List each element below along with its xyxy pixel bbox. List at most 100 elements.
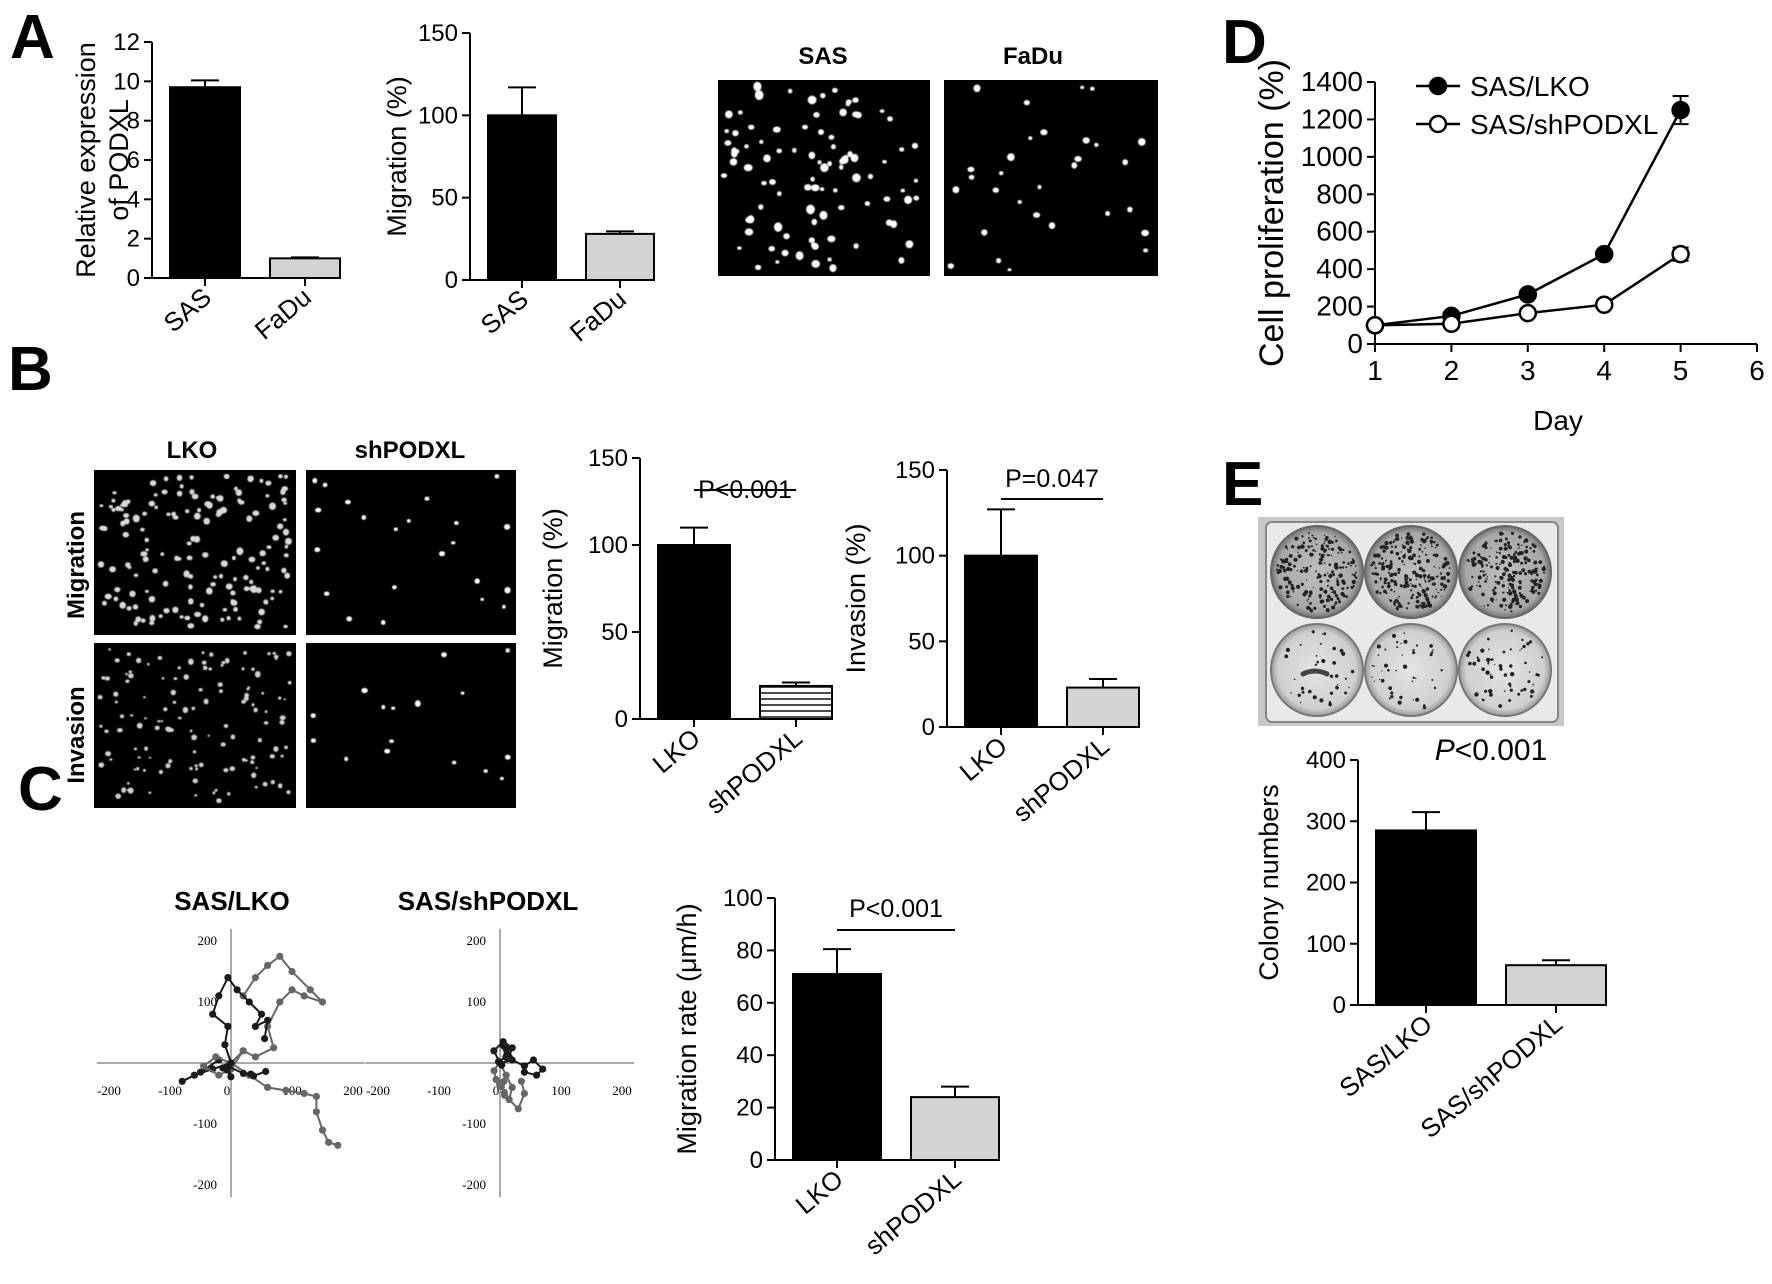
cell-dot	[827, 235, 836, 243]
colony-speck	[1351, 559, 1355, 563]
trajectory-point	[334, 1141, 342, 1149]
colony-speck	[1508, 699, 1512, 702]
cell-dot	[913, 195, 920, 201]
colony-speck	[1406, 584, 1410, 588]
bar-lko	[792, 972, 882, 1161]
colony-speck	[1319, 579, 1323, 584]
colony-speck	[1518, 580, 1522, 584]
colony-speck	[1484, 546, 1488, 550]
cell-dot	[952, 186, 960, 194]
colony-speck	[1509, 575, 1514, 580]
colony-speck	[1385, 560, 1387, 562]
trajectory-point	[306, 986, 314, 994]
trajectory-point	[490, 1047, 498, 1055]
cell-dot	[197, 508, 202, 513]
colony-speck	[1335, 685, 1339, 690]
colony-speck	[1429, 644, 1433, 648]
cell-dot	[165, 763, 171, 769]
colony-speck	[1293, 564, 1296, 568]
trajectory-tick: 200	[612, 1083, 632, 1098]
cell-dot	[981, 229, 988, 236]
trajectory-point	[196, 1068, 205, 1076]
colony-speck	[1321, 563, 1323, 565]
colony-speck	[1403, 639, 1408, 644]
cell-dot	[747, 215, 755, 224]
colony-speck	[1308, 532, 1310, 535]
colony-speck	[1373, 680, 1375, 683]
cell-dot	[284, 572, 291, 579]
colony-speck	[1442, 576, 1446, 580]
cell-dot	[144, 717, 147, 720]
colony-speck	[1389, 573, 1394, 578]
cell-dot	[145, 548, 150, 552]
cell-dot	[241, 757, 246, 762]
cell-dot	[172, 515, 179, 520]
cell-dot	[904, 195, 913, 204]
cell-dot	[179, 615, 184, 619]
cell-dot	[241, 667, 245, 671]
data-point-sas-lko	[1671, 100, 1690, 120]
cell-dot	[187, 623, 195, 629]
colony-speck	[1405, 540, 1410, 545]
colony-speck	[1508, 582, 1512, 586]
colony-speck	[1401, 654, 1404, 656]
colony-speck	[1477, 560, 1480, 562]
colony-speck	[1351, 573, 1354, 576]
trajectory-tick: -200	[366, 1083, 390, 1098]
cell-dot	[160, 552, 165, 556]
colony-speck	[1389, 560, 1393, 563]
colony-speck	[1531, 543, 1535, 547]
cell-dot	[424, 496, 430, 501]
cell-dot	[460, 691, 465, 695]
colony-speck	[1395, 669, 1397, 672]
cell-dot	[283, 501, 288, 505]
colony-speck	[1315, 570, 1317, 573]
trajectory-point	[490, 1067, 498, 1075]
cell-dot	[820, 93, 826, 99]
cell-dot	[737, 110, 743, 115]
colony-speck	[1353, 581, 1356, 584]
colony-speck	[1501, 555, 1506, 559]
colony-speck	[1511, 600, 1515, 604]
cell-dot	[310, 713, 316, 718]
colony-speck	[1512, 559, 1516, 564]
colony-speck	[1499, 563, 1501, 566]
trajectory-point	[270, 1044, 278, 1052]
micrograph-title-sas: SAS	[798, 43, 847, 70]
colony-speck	[1399, 584, 1403, 588]
colony-speck	[1498, 538, 1503, 543]
colony-speck	[1404, 574, 1408, 579]
colony-speck	[1487, 663, 1490, 665]
cell-dot	[480, 597, 485, 601]
colony-speck	[1479, 570, 1482, 573]
cell-dot	[172, 606, 179, 613]
cell-dot	[911, 142, 919, 149]
colony-speck	[1502, 650, 1506, 654]
colony-speck	[1329, 597, 1334, 602]
cell-dot	[808, 151, 816, 160]
trajectory-point	[221, 1041, 229, 1049]
colony-speck	[1323, 573, 1327, 577]
cell-dot	[381, 705, 386, 710]
cell-dot	[324, 591, 330, 596]
cell-dot	[113, 596, 119, 602]
trajectory-point	[233, 986, 241, 994]
cell-dot	[887, 116, 893, 122]
colony-speck	[1406, 576, 1409, 579]
colony-speck	[1337, 552, 1340, 554]
colony-speck	[1286, 566, 1291, 572]
cell-dot	[186, 541, 192, 546]
y-tick-label: 50	[431, 185, 458, 212]
cell-dot	[1127, 206, 1133, 213]
cell-dot	[192, 750, 197, 754]
colony-speck	[1518, 571, 1523, 575]
colony-speck	[1326, 554, 1329, 556]
trajectory-point	[282, 1086, 290, 1095]
cell-dot	[189, 729, 193, 733]
colony-speck	[1418, 574, 1423, 579]
y-axis-label: Migration rate (μm/h)	[672, 903, 702, 1154]
colony-speck	[1409, 535, 1413, 539]
trajectory-tick: 200	[198, 933, 218, 948]
colony-speck	[1529, 694, 1533, 698]
cell-dot	[1071, 162, 1078, 169]
